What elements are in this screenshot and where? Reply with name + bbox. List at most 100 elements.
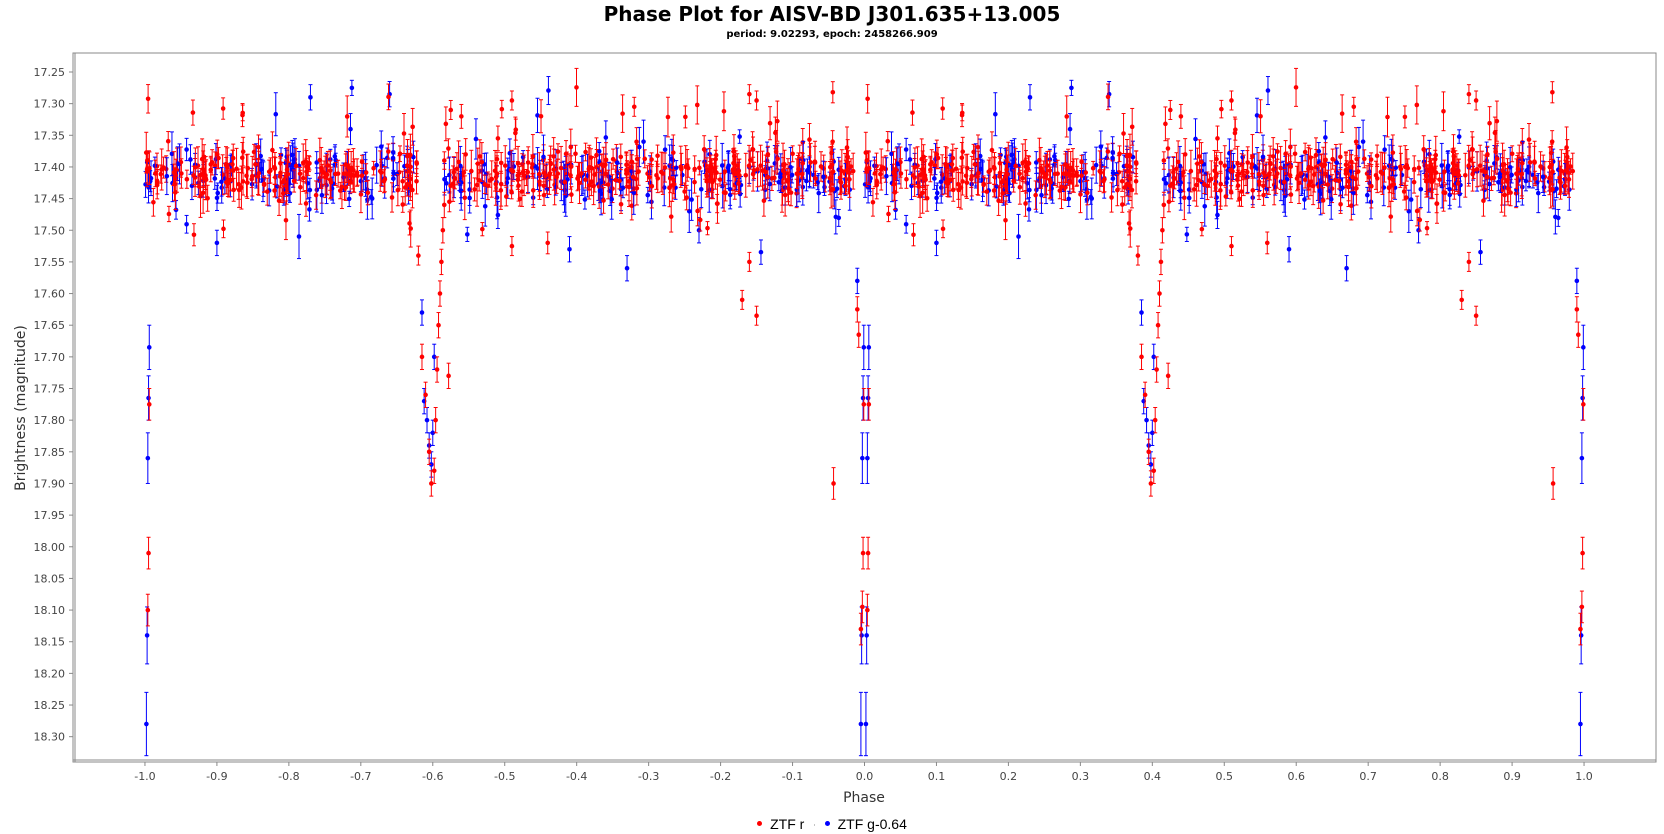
point-ztf-r bbox=[410, 107, 415, 146]
point-ztf-g bbox=[861, 324, 867, 371]
data-points bbox=[143, 67, 1586, 757]
point-ztf-g bbox=[273, 92, 279, 137]
point-ztf-g bbox=[1418, 170, 1424, 209]
axes: -1.0 -0.9 -0.8 -0.7 -0.6 -0.5 -0.4 -0.3 -0.2 -0.1… bbox=[34, 53, 1656, 783]
point-ztf-g bbox=[431, 343, 437, 371]
point-ztf-g bbox=[894, 146, 900, 182]
point-ztf-g bbox=[1509, 166, 1514, 184]
point-ztf-g bbox=[903, 214, 909, 234]
point-ztf-r bbox=[1266, 154, 1272, 195]
point-ztf-g bbox=[641, 119, 646, 164]
point-ztf-r bbox=[1416, 160, 1422, 176]
y-tick-label: 17.85 bbox=[34, 446, 66, 459]
y-tick-label: 18.15 bbox=[34, 636, 66, 649]
point-ztf-g bbox=[349, 79, 355, 96]
point-ztf-r bbox=[563, 140, 569, 168]
point-ztf-r bbox=[477, 139, 483, 174]
point-ztf-r bbox=[264, 177, 270, 206]
point-ztf-r bbox=[472, 177, 477, 202]
point-ztf-r bbox=[1188, 149, 1194, 193]
point-ztf-r bbox=[525, 150, 531, 195]
point-ztf-g bbox=[374, 146, 379, 184]
point-ztf-r bbox=[303, 190, 309, 217]
point-ztf-g bbox=[1067, 113, 1073, 146]
point-ztf-r bbox=[705, 221, 710, 236]
y-tick-label: 18.10 bbox=[34, 604, 66, 617]
point-ztf-g bbox=[1317, 178, 1322, 204]
point-ztf-r bbox=[166, 205, 172, 223]
point-ztf-r bbox=[1199, 142, 1204, 182]
point-ztf-r bbox=[499, 99, 505, 119]
point-ztf-r bbox=[1424, 221, 1430, 236]
point-ztf-g bbox=[464, 226, 470, 242]
legend-label-r: ZTF r bbox=[770, 815, 805, 832]
point-ztf-g bbox=[314, 151, 320, 174]
x-tick-label: 0.9 bbox=[1503, 770, 1521, 783]
point-ztf-g bbox=[1365, 186, 1370, 204]
point-ztf-r bbox=[1098, 158, 1104, 187]
point-ztf-r bbox=[618, 143, 624, 171]
point-ztf-g bbox=[932, 167, 937, 190]
point-ztf-g bbox=[821, 160, 826, 193]
point-ztf-g bbox=[860, 432, 865, 484]
y-tick-label: 18.20 bbox=[34, 667, 66, 680]
point-ztf-r bbox=[953, 147, 959, 190]
point-ztf-r bbox=[1278, 145, 1283, 190]
point-ztf-g bbox=[1445, 150, 1450, 185]
point-ztf-r bbox=[694, 85, 700, 125]
point-ztf-g bbox=[567, 236, 572, 263]
point-ztf-r bbox=[151, 187, 156, 217]
point-ztf-r bbox=[765, 155, 771, 199]
point-ztf-g bbox=[804, 170, 809, 192]
point-ztf-r bbox=[1389, 168, 1395, 202]
point-ztf-g bbox=[214, 229, 220, 257]
point-ztf-r bbox=[371, 160, 376, 176]
point-ztf-r bbox=[1442, 159, 1447, 184]
point-ztf-g bbox=[1574, 267, 1580, 295]
point-ztf-g bbox=[1316, 142, 1322, 161]
chart-subtitle: period: 9.02293, epoch: 2458266.909 bbox=[726, 29, 938, 40]
point-ztf-r bbox=[203, 159, 209, 201]
point-ztf-r bbox=[1163, 106, 1168, 142]
point-ztf-r bbox=[1338, 143, 1343, 171]
point-ztf-r bbox=[1293, 67, 1299, 107]
point-ztf-r bbox=[395, 173, 401, 207]
point-ztf-g bbox=[1555, 208, 1561, 227]
point-ztf-r bbox=[592, 156, 597, 193]
point-ztf-r bbox=[1361, 149, 1367, 169]
point-ztf-r bbox=[692, 170, 697, 194]
point-ztf-r bbox=[935, 146, 941, 170]
x-tick-label: 0.2 bbox=[1000, 770, 1018, 783]
point-ztf-r bbox=[923, 159, 928, 201]
point-ztf-g bbox=[614, 147, 620, 179]
point-ztf-g bbox=[444, 175, 449, 191]
point-ztf-r bbox=[1068, 150, 1073, 185]
point-ztf-r bbox=[230, 149, 235, 180]
point-ztf-g bbox=[546, 76, 551, 106]
point-ztf-g bbox=[866, 324, 872, 371]
point-ztf-r bbox=[972, 145, 978, 184]
point-ztf-r bbox=[583, 142, 588, 162]
point-ztf-g bbox=[884, 157, 889, 196]
point-ztf-r bbox=[1557, 169, 1563, 194]
point-ztf-r bbox=[179, 158, 184, 189]
point-ztf-g bbox=[1066, 190, 1072, 208]
point-ztf-r bbox=[642, 149, 648, 169]
point-ztf-g bbox=[1334, 147, 1340, 179]
point-ztf-g bbox=[725, 150, 731, 185]
plot-frame bbox=[72, 52, 1657, 763]
point-ztf-r bbox=[1109, 182, 1114, 213]
y-axis-label: Brightness (magnitude) bbox=[13, 325, 29, 491]
x-tick-label: 1.0 bbox=[1575, 770, 1593, 783]
point-ztf-r bbox=[1161, 151, 1167, 170]
legend-label-g: ZTF g-0.64 bbox=[837, 815, 907, 832]
point-ztf-g bbox=[1033, 151, 1039, 174]
point-ztf-g bbox=[698, 170, 704, 209]
point-ztf-g bbox=[934, 229, 939, 257]
point-ztf-g bbox=[1184, 226, 1190, 242]
point-ztf-g bbox=[1540, 160, 1546, 193]
point-ztf-r bbox=[1182, 175, 1187, 221]
point-ztf-r bbox=[1037, 137, 1042, 183]
point-ztf-g bbox=[1088, 189, 1094, 205]
